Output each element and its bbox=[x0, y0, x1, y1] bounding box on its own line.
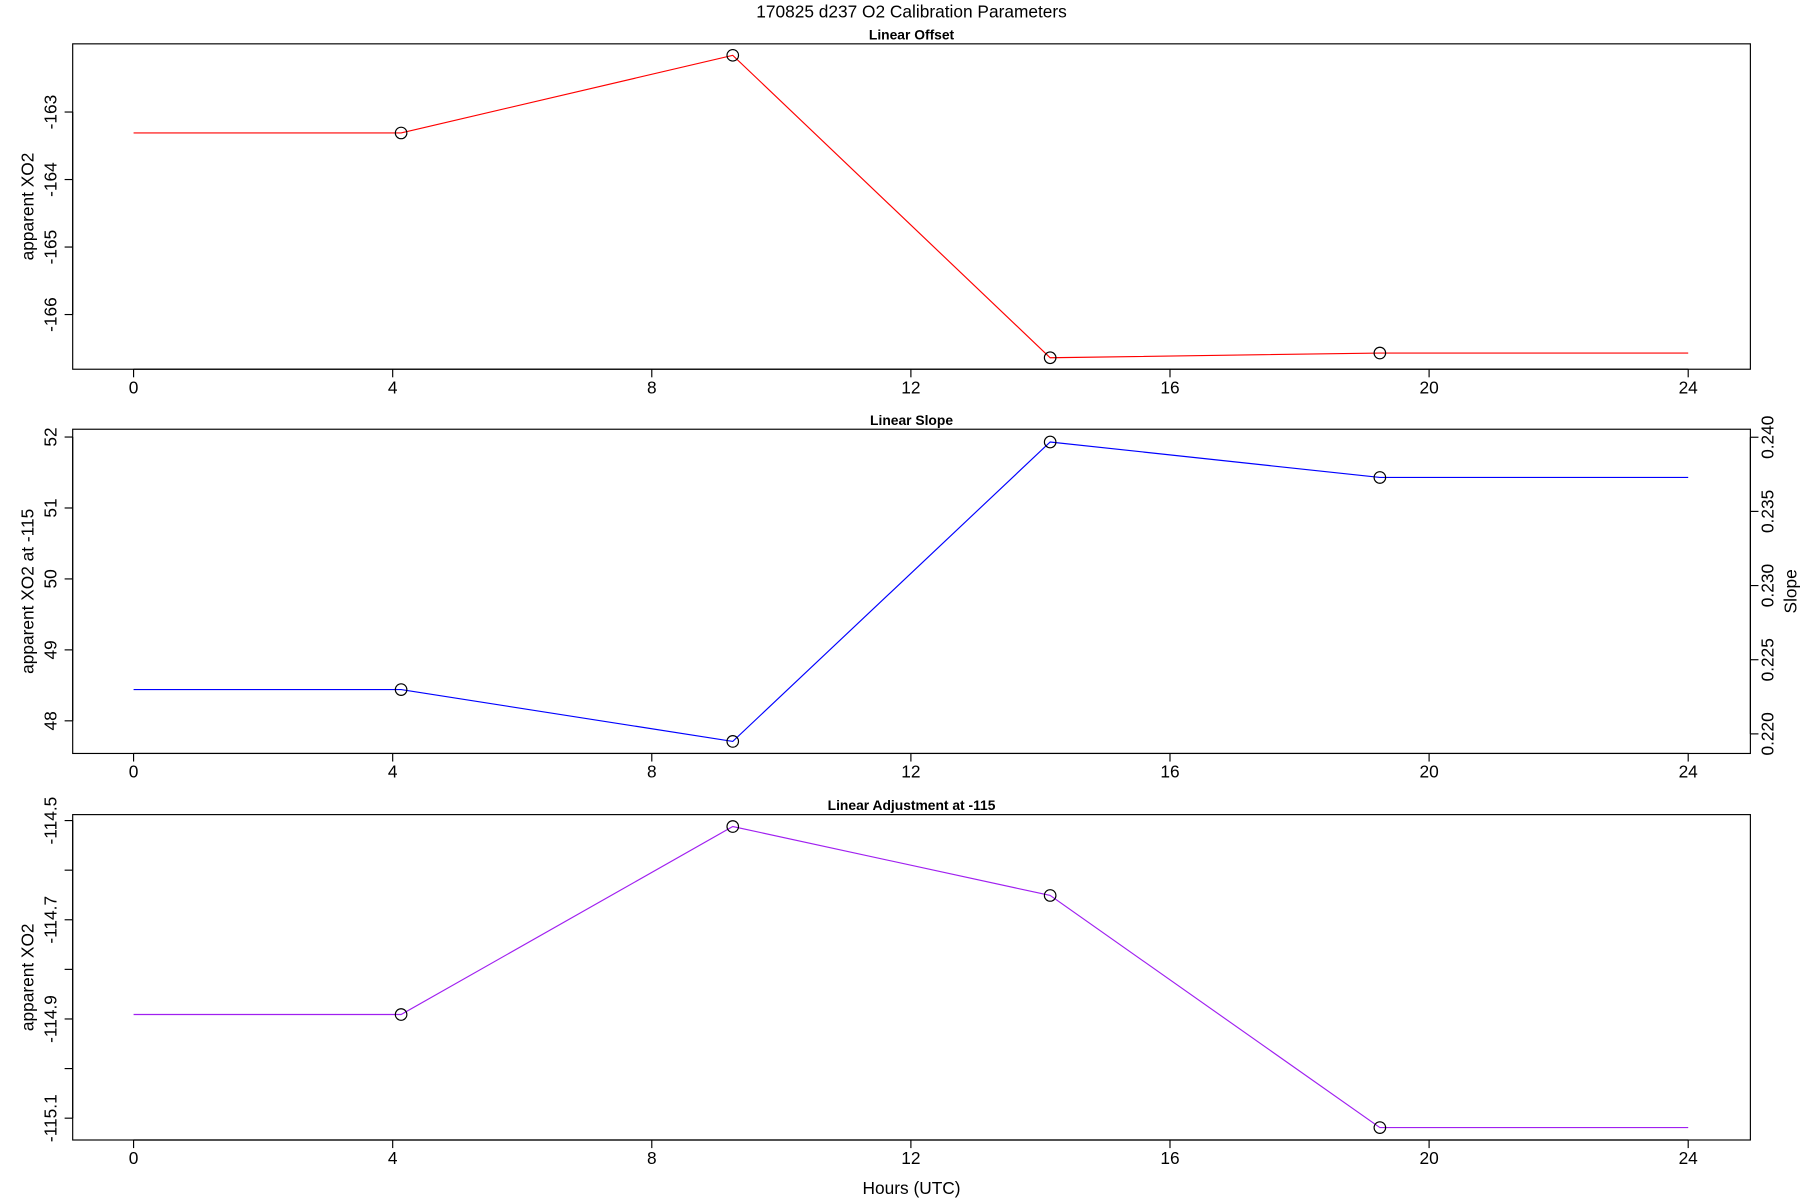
data-point bbox=[394, 1008, 408, 1021]
y-tick-label: -164 bbox=[40, 162, 60, 197]
x-tick-label: 20 bbox=[1419, 1148, 1438, 1168]
x-tick-label: 0 bbox=[129, 762, 139, 782]
y-axis-label: apparent XO2 at -115 bbox=[17, 509, 37, 674]
x-tick-label: 20 bbox=[1419, 377, 1438, 397]
y-tick-label: 48 bbox=[40, 711, 60, 730]
data-point bbox=[726, 735, 740, 748]
y2-tick-label: 0.235 bbox=[1757, 490, 1777, 533]
data-point bbox=[1043, 435, 1057, 449]
y-tick-label: 52 bbox=[40, 427, 60, 446]
panel-title: Linear Slope bbox=[870, 412, 953, 428]
x-tick-label: 4 bbox=[388, 1148, 398, 1168]
panel-title: Linear Offset bbox=[869, 26, 955, 42]
x-tick-label: 24 bbox=[1679, 1148, 1699, 1168]
y2-axis-label: Slope bbox=[1780, 569, 1800, 613]
y-tick-label: -114.7 bbox=[40, 896, 60, 944]
x-tick-label: 16 bbox=[1160, 762, 1179, 782]
x-tick-label: 0 bbox=[129, 1148, 139, 1168]
x-tick-label: 4 bbox=[388, 762, 398, 782]
x-axis-label: Hours (UTC) bbox=[863, 1178, 961, 1198]
y2-tick-label: 0.220 bbox=[1757, 712, 1777, 755]
data-point bbox=[726, 820, 740, 833]
panel-title: Linear Adjustment at -115 bbox=[828, 797, 996, 813]
data-point bbox=[1043, 351, 1057, 365]
figure-title: 170825 d237 O2 Calibration Parameters bbox=[756, 1, 1067, 21]
y-tick-label: -115.1 bbox=[40, 1094, 60, 1142]
data-point bbox=[1043, 889, 1057, 902]
y-tick-label: -163 bbox=[40, 95, 60, 130]
x-tick-label: 8 bbox=[647, 377, 657, 397]
x-tick-label: 24 bbox=[1679, 762, 1699, 782]
x-tick-label: 8 bbox=[647, 1148, 657, 1168]
data-line bbox=[133, 54, 1689, 359]
y-tick-label: 49 bbox=[40, 640, 60, 659]
x-tick-label: 12 bbox=[901, 377, 920, 397]
y2-tick-label: 0.240 bbox=[1757, 416, 1777, 459]
x-tick-label: 8 bbox=[647, 762, 657, 782]
y-axis-label: apparent XO2 bbox=[17, 923, 37, 1031]
data-point bbox=[726, 48, 740, 62]
y-tick-label: 50 bbox=[40, 569, 60, 588]
y2-tick-label: 0.225 bbox=[1757, 638, 1777, 681]
y-tick-label: 51 bbox=[40, 498, 60, 517]
data-point bbox=[394, 683, 408, 696]
y-tick-label: -114.5 bbox=[40, 797, 60, 845]
y-tick-label: -114.9 bbox=[40, 995, 60, 1043]
y2-tick-label: 0.230 bbox=[1757, 564, 1777, 607]
data-line bbox=[133, 441, 1689, 743]
x-tick-label: 12 bbox=[901, 762, 920, 782]
x-tick-label: 0 bbox=[129, 377, 139, 397]
data-point bbox=[394, 126, 408, 140]
data-point bbox=[1373, 346, 1387, 360]
x-tick-label: 16 bbox=[1160, 1148, 1179, 1168]
x-tick-label: 20 bbox=[1419, 762, 1438, 782]
x-tick-label: 24 bbox=[1679, 377, 1699, 397]
x-tick-label: 16 bbox=[1160, 377, 1179, 397]
y-tick-label: -166 bbox=[40, 297, 60, 332]
y-axis-label: apparent XO2 bbox=[17, 153, 37, 261]
y-tick-label: -165 bbox=[40, 230, 60, 265]
data-point bbox=[1373, 471, 1387, 484]
data-line bbox=[133, 825, 1689, 1129]
x-tick-label: 12 bbox=[901, 1148, 920, 1168]
x-tick-label: 4 bbox=[388, 377, 398, 397]
data-point bbox=[1373, 1121, 1387, 1134]
